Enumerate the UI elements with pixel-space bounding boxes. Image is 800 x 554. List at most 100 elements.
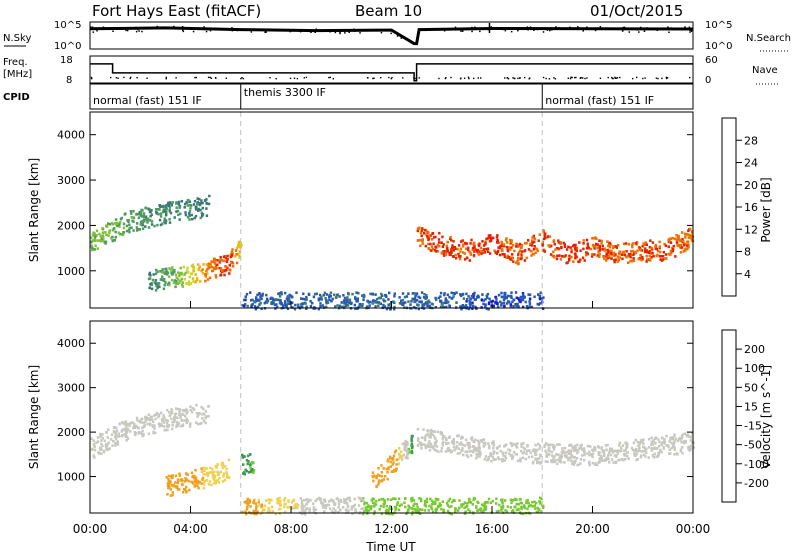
heatmap-cell xyxy=(618,250,621,253)
heatmap-cell xyxy=(559,241,562,244)
heatmap-cell xyxy=(195,403,198,407)
nave-point xyxy=(507,78,510,80)
heatmap-cell xyxy=(550,450,554,454)
heatmap-cell xyxy=(196,484,199,487)
heatmap-cell xyxy=(618,252,621,256)
heatmap-cell xyxy=(582,247,585,251)
heatmap-cell xyxy=(413,508,417,511)
nsky-point xyxy=(428,29,431,31)
nsky-point xyxy=(182,30,185,33)
heatmap-cell xyxy=(221,463,225,467)
heatmap-cell xyxy=(200,269,203,273)
heatmap-cell xyxy=(204,421,207,425)
heatmap-cell xyxy=(379,504,383,508)
heatmap-cell xyxy=(497,457,501,461)
heatmap-cell xyxy=(171,201,174,204)
heatmap-cell xyxy=(403,441,406,445)
heatmap-cell xyxy=(163,272,167,275)
heatmap-cell xyxy=(385,467,388,471)
heatmap-cell xyxy=(603,257,606,260)
heatmap-cell xyxy=(514,303,517,306)
heatmap-cell xyxy=(644,241,647,244)
heatmap-cell xyxy=(550,459,553,462)
heatmap-cell xyxy=(549,253,553,256)
nsky-point xyxy=(460,30,462,32)
heatmap-cell xyxy=(469,305,472,308)
nave-point xyxy=(293,77,296,79)
heatmap-cell xyxy=(90,437,93,440)
heatmap-cell xyxy=(293,307,297,311)
heatmap-cell xyxy=(395,458,398,462)
heatmap-cell xyxy=(391,463,394,466)
heatmap-cell xyxy=(501,457,505,461)
heatmap-cell xyxy=(409,303,412,306)
heatmap-cell xyxy=(469,253,473,256)
heatmap-cell xyxy=(440,447,443,450)
heatmap-cell xyxy=(173,270,176,274)
heatmap-cell xyxy=(218,266,221,270)
heatmap-cell xyxy=(457,255,461,258)
heatmap-cell xyxy=(187,198,190,202)
heatmap-cell xyxy=(451,244,454,247)
heatmap-cell xyxy=(176,481,179,485)
heatmap-cell xyxy=(290,500,294,504)
heatmap-cell xyxy=(452,442,455,446)
power-colorbar-tick-label: 16 xyxy=(744,201,758,214)
heatmap-cell xyxy=(679,243,683,247)
heatmap-cell xyxy=(108,231,111,234)
heatmap-cell xyxy=(432,236,436,239)
heatmap-cell xyxy=(114,426,118,430)
heatmap-cell xyxy=(146,221,149,224)
heatmap-cell xyxy=(338,295,341,298)
heatmap-cell xyxy=(278,501,281,505)
heatmap-cell xyxy=(464,510,467,513)
heatmap-cell xyxy=(476,454,479,458)
nsky-point xyxy=(211,28,214,30)
heatmap-cell xyxy=(312,508,315,511)
heatmap-cell xyxy=(439,504,442,507)
heatmap-cell xyxy=(531,239,534,242)
heatmap-cell xyxy=(106,442,109,446)
heatmap-cell xyxy=(406,451,409,455)
heatmap-cell xyxy=(636,457,639,461)
heatmap-cell xyxy=(510,256,514,259)
heatmap-cell xyxy=(162,414,165,417)
heatmap-cell xyxy=(321,304,325,307)
heatmap-cell xyxy=(308,510,311,513)
heatmap-cell xyxy=(433,448,436,452)
heatmap-cell xyxy=(654,245,657,249)
heatmap-cell xyxy=(627,261,630,264)
nsky-point xyxy=(315,29,318,31)
nsky-point xyxy=(288,28,291,31)
heatmap-cell xyxy=(527,293,530,296)
nave-point xyxy=(225,77,227,79)
heatmap-cell xyxy=(510,246,513,249)
heatmap-cell xyxy=(553,445,556,448)
heatmap-cell xyxy=(164,207,167,211)
heatmap-cell xyxy=(177,407,180,411)
heatmap-cell xyxy=(323,504,327,508)
heatmap-cell xyxy=(665,444,668,447)
heatmap-cell xyxy=(476,500,479,504)
heatmap-cell xyxy=(340,301,343,304)
heatmap-cell xyxy=(171,491,175,494)
heatmap-cell xyxy=(467,447,471,450)
heatmap-cell xyxy=(103,240,106,244)
heatmap-cell xyxy=(166,408,169,412)
heatmap-cell xyxy=(392,497,395,500)
heatmap-cell xyxy=(521,451,524,455)
nave-point xyxy=(130,76,132,79)
heatmap-cell xyxy=(564,254,567,257)
heatmap-cell xyxy=(491,299,495,303)
heatmap-cell xyxy=(473,447,476,450)
heatmap-cell xyxy=(505,443,508,446)
heatmap-cell xyxy=(411,292,414,295)
velocity-colorbar-tick-label: 15 xyxy=(744,400,758,413)
heatmap-cell xyxy=(661,436,664,440)
heatmap-cell xyxy=(243,471,246,474)
heatmap-cell xyxy=(319,297,322,300)
heatmap-cell xyxy=(213,258,216,262)
heatmap-cell xyxy=(454,447,458,450)
heatmap-cell xyxy=(441,444,445,447)
heatmap-cell xyxy=(404,445,408,449)
